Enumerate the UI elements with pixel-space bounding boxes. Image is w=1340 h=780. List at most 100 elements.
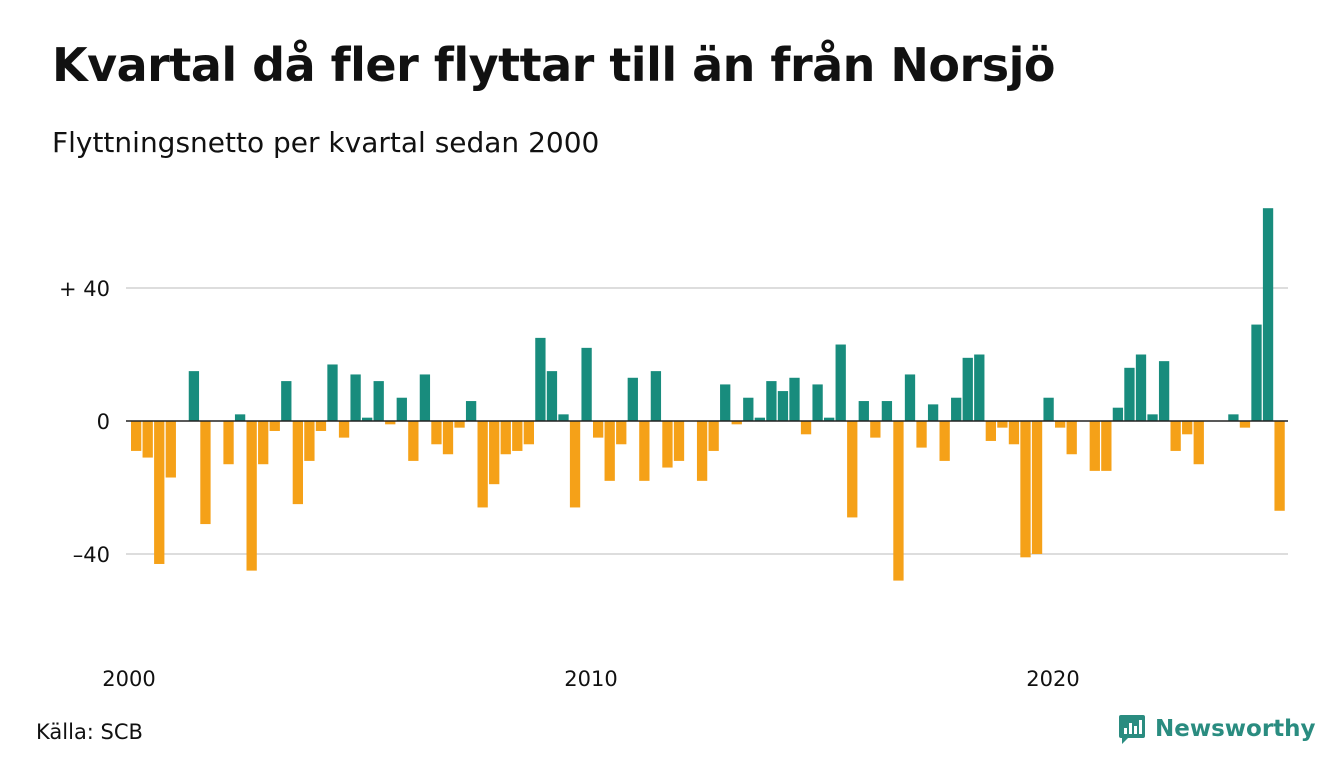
- bar: [512, 421, 523, 451]
- bar: [258, 421, 269, 465]
- bar: [569, 421, 581, 508]
- bar: [396, 397, 407, 421]
- bar: [1228, 414, 1239, 421]
- bar: [1147, 414, 1158, 421]
- bar: [789, 377, 800, 421]
- bar: [385, 421, 396, 425]
- bar: [650, 371, 662, 421]
- bar: [327, 364, 338, 421]
- bar: [673, 421, 685, 461]
- chart-subtitle: Flyttningsnetto per kvartal sedan 2000: [52, 126, 600, 159]
- bar: [927, 404, 939, 421]
- bar: [777, 391, 789, 421]
- bar: [281, 381, 292, 421]
- bar: [720, 384, 731, 421]
- bar: [223, 421, 234, 465]
- bar: [731, 421, 742, 425]
- bar: [962, 357, 973, 421]
- bar: [743, 397, 754, 421]
- x-tick-label: 2000: [102, 667, 155, 691]
- bar: [766, 381, 777, 421]
- bar: [1008, 421, 1020, 445]
- bar: [546, 371, 558, 421]
- newsworthy-chart-bubble-icon: [1119, 715, 1145, 744]
- bar: [812, 384, 823, 421]
- bar: [1193, 421, 1204, 465]
- bar: [408, 421, 419, 461]
- bar: [1112, 407, 1124, 421]
- bar: [442, 421, 454, 455]
- bar: [1182, 421, 1193, 435]
- bar: [593, 421, 604, 438]
- bar: [477, 421, 488, 508]
- bar: [131, 421, 142, 451]
- bar: [1089, 421, 1100, 471]
- bar: [893, 421, 904, 581]
- bar: [1020, 421, 1031, 558]
- bar: [142, 421, 153, 458]
- bar: [939, 421, 950, 461]
- bar: [373, 381, 384, 421]
- bar: [362, 417, 373, 421]
- bar: [974, 354, 985, 421]
- y-tick-label: –40: [73, 543, 110, 567]
- bar: [523, 421, 534, 445]
- bar: [881, 401, 893, 421]
- bar: [800, 421, 812, 435]
- bar: [269, 421, 280, 431]
- bar: [200, 421, 211, 525]
- bar: [870, 421, 881, 438]
- brand-logo: Newsworthy: [1118, 713, 1316, 745]
- bar: [489, 421, 500, 485]
- bar: [1158, 361, 1170, 421]
- bar: [1251, 324, 1262, 421]
- bar: [639, 421, 650, 481]
- bar: [292, 421, 303, 505]
- bar: [916, 421, 927, 448]
- x-tick-label: 2010: [564, 667, 617, 691]
- bar: [835, 344, 846, 421]
- bar: [1031, 421, 1043, 554]
- bar: [696, 421, 708, 481]
- bar: [951, 397, 962, 421]
- bar: [754, 417, 765, 421]
- bar: [1170, 421, 1181, 451]
- bar: [1135, 354, 1147, 421]
- bar: [338, 421, 350, 438]
- bar: [234, 414, 246, 421]
- bar: [431, 421, 442, 445]
- bar: [1066, 421, 1077, 455]
- bar: [558, 414, 569, 421]
- bar: [1124, 367, 1135, 421]
- bar: [904, 374, 916, 421]
- bar-chart: + 40 0 –40 2000 2010 2020: [59, 208, 1288, 691]
- bar: [535, 337, 546, 421]
- bar: [604, 421, 615, 481]
- bar: [315, 421, 327, 431]
- bar: [824, 417, 835, 421]
- bar: [662, 421, 673, 468]
- bar: [165, 421, 176, 478]
- bar: [616, 421, 627, 445]
- bar: [708, 421, 719, 451]
- chart-title: Kvartal då fler flyttar till än från Nor…: [52, 38, 1055, 92]
- bar: [454, 421, 465, 428]
- y-tick-label: 0: [97, 410, 110, 434]
- bar: [1274, 421, 1285, 511]
- bar: [500, 421, 511, 455]
- bar: [997, 421, 1008, 428]
- bar: [188, 371, 200, 421]
- bar: [246, 421, 257, 571]
- brand-name: Newsworthy: [1155, 716, 1316, 742]
- bar: [304, 421, 315, 461]
- bar: [1262, 208, 1274, 421]
- bar: [1055, 421, 1066, 428]
- bar: [627, 377, 638, 421]
- bar: [1043, 397, 1054, 421]
- y-tick-label: + 40: [59, 277, 110, 301]
- bar: [858, 401, 869, 421]
- bar: [1239, 421, 1251, 428]
- bar: [419, 374, 431, 421]
- bar: [465, 401, 477, 421]
- bar: [154, 421, 165, 564]
